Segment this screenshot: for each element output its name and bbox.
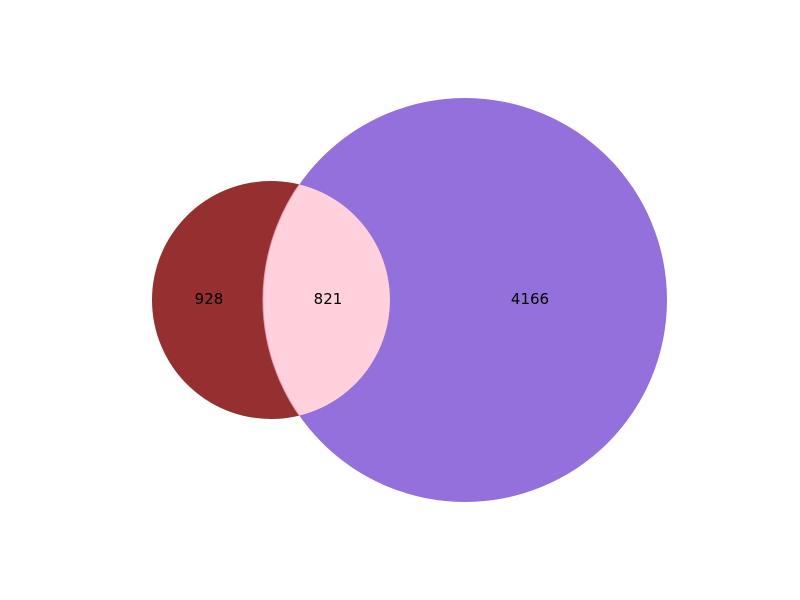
only-b-count: 4166 bbox=[511, 290, 549, 308]
intersection-count: 821 bbox=[314, 290, 343, 308]
only-a-count: 928 bbox=[195, 290, 224, 308]
set-b-circle bbox=[263, 98, 667, 502]
